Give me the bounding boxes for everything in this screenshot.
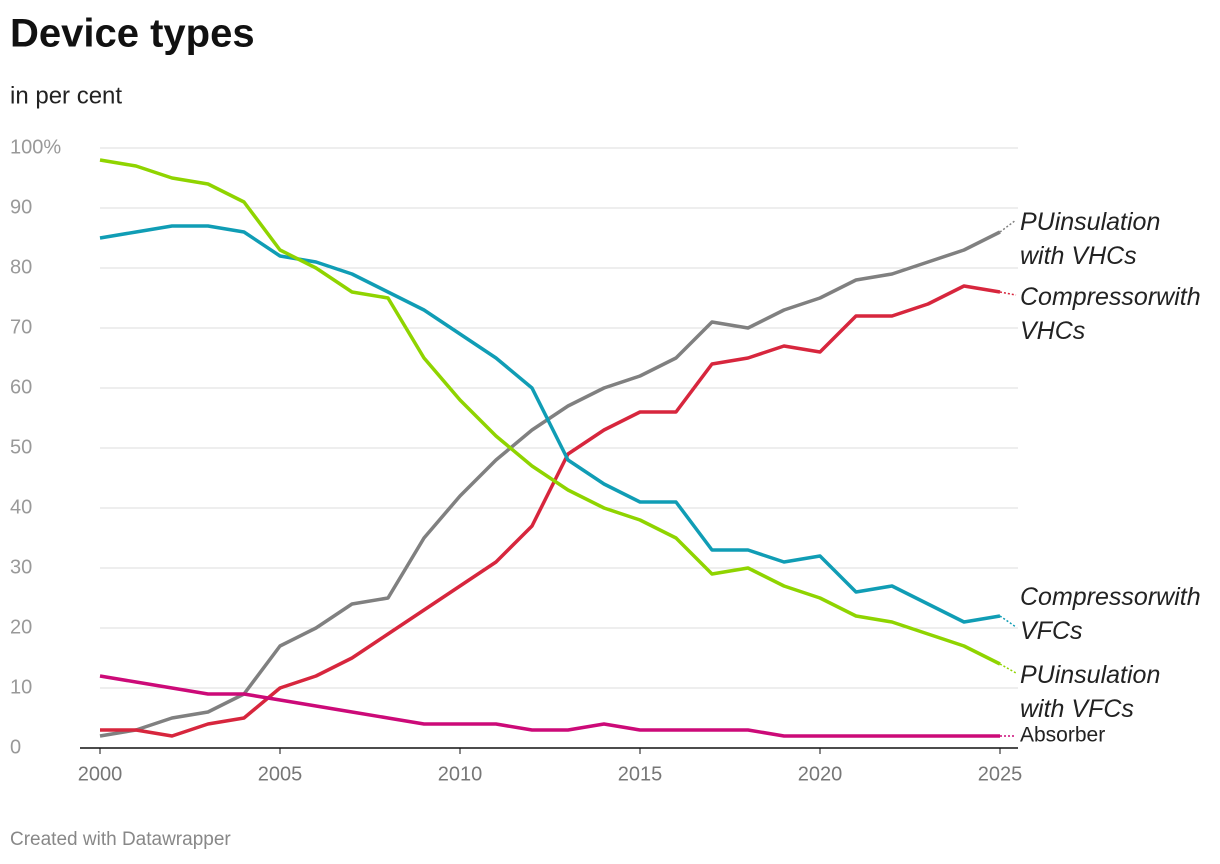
series-label: PUinsulation with VHCs: [1020, 208, 1160, 270]
y-tick-label: 90: [10, 196, 32, 218]
series-label: Absorber: [1020, 724, 1105, 747]
series-line: [100, 284, 1001, 738]
y-tick-label: 20: [10, 616, 32, 638]
footer: Created with Datawrapper: [10, 829, 231, 850]
series-label: PUinsulation with VFCs: [1020, 661, 1160, 723]
label-connector: [999, 615, 1017, 628]
x-tick-label: 2000: [78, 763, 123, 785]
series-label: Compressorwith VFCs: [1020, 583, 1201, 645]
series-line: [99, 158, 1001, 666]
x-tick-label: 2010: [438, 763, 483, 785]
chart-title: Device types: [10, 12, 255, 56]
y-tick-label: 30: [10, 556, 32, 578]
label-connector: [999, 291, 1017, 296]
x-tick-label: 2015: [618, 763, 663, 785]
series-line: [99, 674, 1000, 738]
chart-subtitle: in per cent: [10, 82, 122, 109]
y-tick-label: 40: [10, 496, 32, 518]
y-tick-label: 70: [10, 316, 32, 338]
x-tick-label: 2025: [978, 763, 1023, 785]
y-tick-label: 80: [10, 256, 32, 278]
y-tick-label: 10: [10, 676, 32, 698]
x-tick-label: 2005: [258, 763, 303, 785]
series-line: [99, 230, 1001, 738]
y-tick-label: 100%: [10, 136, 61, 158]
label-connector: [999, 219, 1017, 233]
x-tick-label: 2020: [798, 763, 843, 785]
label-connector: [999, 663, 1017, 674]
y-tick-label: 0: [10, 736, 21, 758]
series-line: [99, 224, 1001, 624]
y-tick-label: 50: [10, 436, 32, 458]
series-label: Compressorwith VHCs: [1020, 283, 1201, 345]
y-tick-label: 60: [10, 376, 32, 398]
